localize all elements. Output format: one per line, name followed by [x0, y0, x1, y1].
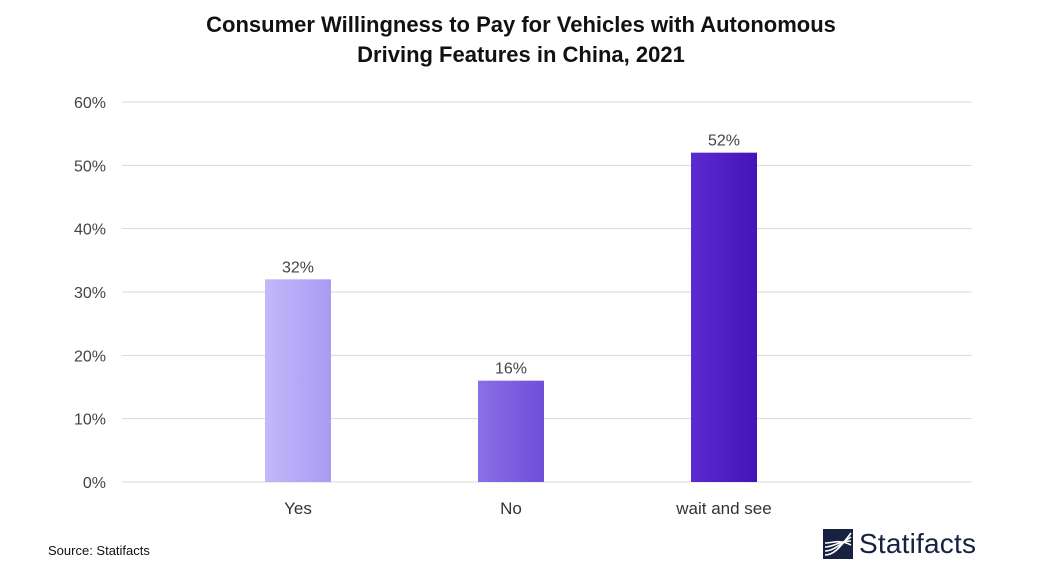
data-labels: 32% 16% 52% — [282, 133, 740, 378]
data-label: 32% — [282, 259, 314, 276]
chart-title: Consumer Willingness to Pay for Vehicles… — [0, 10, 1042, 70]
y-tick-label: 30% — [74, 285, 106, 302]
chart-title-line-1: Consumer Willingness to Pay for Vehicles… — [206, 12, 836, 37]
bar-wait-and-see — [691, 152, 757, 482]
chart-title-line-2: Driving Features in China, 2021 — [357, 42, 685, 67]
x-axis-categories: Yes No wait and see — [284, 499, 772, 518]
y-tick-label: 60% — [74, 95, 106, 112]
bars — [265, 152, 757, 482]
y-tick-label: 10% — [74, 412, 106, 429]
y-tick-label: 0% — [83, 475, 106, 492]
y-tick-label: 50% — [74, 158, 106, 175]
statifacts-logo-icon — [823, 529, 853, 559]
y-axis-ticks: 0% 10% 20% 30% 40% 50% 60% — [74, 95, 106, 492]
x-category-label: wait and see — [675, 499, 771, 518]
y-tick-label: 20% — [74, 348, 106, 365]
x-category-label: Yes — [284, 499, 312, 518]
brand-logo: Statifacts — [823, 528, 976, 560]
bar-no — [478, 380, 544, 482]
bar-yes — [265, 279, 331, 482]
grid-lines — [122, 101, 972, 483]
data-label: 16% — [495, 361, 527, 378]
x-category-label: No — [500, 499, 522, 518]
brand-name: Statifacts — [859, 528, 977, 559]
data-label: 52% — [708, 133, 740, 150]
source-note: Source: Statifacts — [48, 543, 150, 558]
y-tick-label: 40% — [74, 222, 106, 239]
